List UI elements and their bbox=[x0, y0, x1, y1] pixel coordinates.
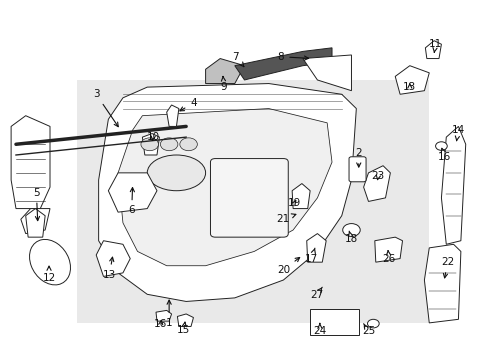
Text: 13: 13 bbox=[102, 257, 116, 280]
Polygon shape bbox=[11, 116, 50, 208]
Text: 6: 6 bbox=[128, 188, 135, 215]
Text: 7: 7 bbox=[232, 52, 244, 67]
Text: 5: 5 bbox=[33, 188, 40, 221]
Polygon shape bbox=[21, 208, 50, 234]
Polygon shape bbox=[166, 105, 179, 126]
Circle shape bbox=[180, 138, 197, 151]
Polygon shape bbox=[306, 234, 325, 262]
FancyBboxPatch shape bbox=[210, 158, 287, 237]
Text: 1: 1 bbox=[165, 300, 172, 328]
Circle shape bbox=[342, 224, 360, 237]
Polygon shape bbox=[424, 244, 460, 323]
Polygon shape bbox=[77, 80, 428, 323]
Polygon shape bbox=[177, 314, 193, 327]
Text: 27: 27 bbox=[309, 287, 323, 300]
Text: 15: 15 bbox=[177, 322, 190, 335]
Text: 8: 8 bbox=[277, 52, 308, 62]
Text: 17: 17 bbox=[305, 248, 318, 264]
Text: 11: 11 bbox=[428, 39, 441, 52]
Polygon shape bbox=[302, 55, 351, 91]
Text: 9: 9 bbox=[220, 76, 227, 92]
Polygon shape bbox=[291, 184, 309, 208]
Polygon shape bbox=[26, 208, 45, 237]
Circle shape bbox=[160, 138, 178, 151]
Polygon shape bbox=[142, 134, 159, 155]
FancyBboxPatch shape bbox=[348, 157, 366, 182]
Text: 18: 18 bbox=[344, 231, 357, 244]
Polygon shape bbox=[374, 237, 402, 262]
Text: 14: 14 bbox=[451, 125, 464, 141]
Text: 20: 20 bbox=[276, 257, 299, 275]
Ellipse shape bbox=[29, 239, 70, 285]
Text: 24: 24 bbox=[313, 324, 326, 337]
Polygon shape bbox=[99, 84, 356, 301]
Text: 23: 23 bbox=[371, 171, 384, 181]
Polygon shape bbox=[363, 166, 389, 202]
Circle shape bbox=[367, 319, 378, 328]
Text: 4: 4 bbox=[180, 98, 196, 111]
Text: 25: 25 bbox=[361, 324, 374, 337]
Polygon shape bbox=[425, 41, 441, 59]
Polygon shape bbox=[205, 59, 244, 84]
Circle shape bbox=[435, 142, 447, 150]
Circle shape bbox=[141, 138, 158, 151]
Polygon shape bbox=[234, 48, 331, 80]
Text: 13: 13 bbox=[403, 82, 416, 92]
Text: 26: 26 bbox=[382, 251, 395, 264]
Text: 10: 10 bbox=[146, 132, 159, 142]
Text: 3: 3 bbox=[93, 89, 118, 127]
Text: 22: 22 bbox=[440, 257, 453, 278]
Ellipse shape bbox=[147, 155, 205, 191]
Text: 21: 21 bbox=[275, 214, 295, 224]
FancyBboxPatch shape bbox=[309, 309, 358, 336]
Text: 2: 2 bbox=[355, 148, 361, 167]
Polygon shape bbox=[441, 126, 465, 244]
Text: 16: 16 bbox=[437, 148, 450, 162]
Polygon shape bbox=[96, 241, 130, 276]
Polygon shape bbox=[156, 310, 171, 321]
Polygon shape bbox=[108, 173, 157, 212]
Polygon shape bbox=[118, 109, 331, 266]
Text: 12: 12 bbox=[42, 266, 56, 283]
Text: 16: 16 bbox=[154, 319, 167, 329]
Polygon shape bbox=[394, 66, 428, 94]
Text: 19: 19 bbox=[287, 198, 300, 208]
